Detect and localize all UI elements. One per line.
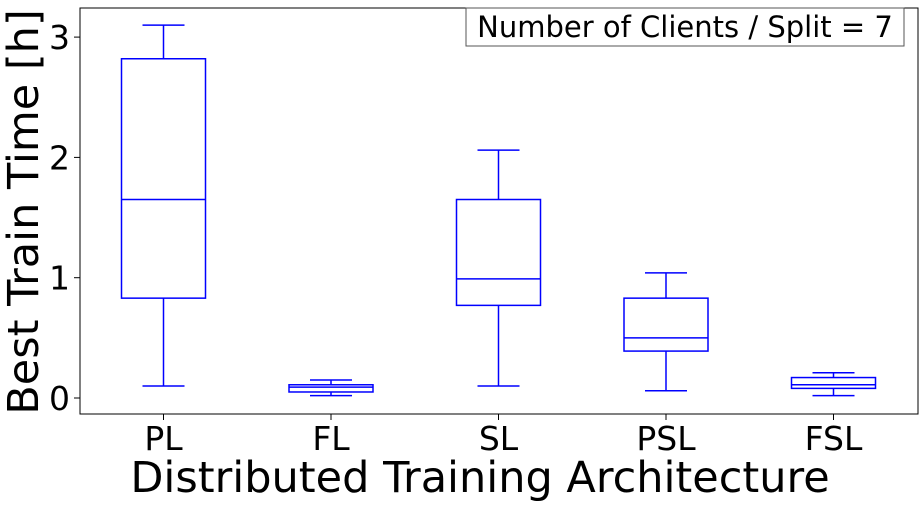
x-tick-label: SL (479, 419, 519, 458)
x-axis-label: Distributed Training Architecture (130, 453, 829, 503)
iqr-box (623, 297, 709, 352)
y-tick-label: 0 (49, 379, 70, 418)
y-tick-label: 1 (49, 259, 70, 298)
annotation-box (465, 7, 905, 47)
iqr-box (790, 376, 877, 390)
annotation-text: Number of Clients / Split = 7 (477, 10, 893, 44)
box-fsl (790, 371, 877, 397)
x-axis: PL FL SL PSL FSL (144, 414, 863, 458)
x-tick-label: FSL (805, 419, 863, 458)
y-tick-label: 3 (49, 18, 70, 57)
box-sl (455, 149, 542, 387)
boxes-layer (120, 24, 877, 397)
box-pl (120, 24, 207, 387)
iqr-box (120, 58, 207, 299)
y-tick-label: 2 (49, 138, 70, 177)
x-tick-label: FL (312, 419, 350, 458)
iqr-box (455, 198, 542, 307)
x-tick-label: PSL (636, 419, 696, 458)
x-tick-label: PL (144, 419, 183, 458)
box-psl (623, 272, 709, 392)
iqr-box (288, 384, 374, 393)
y-axis-label: Best Train Time [h] (0, 9, 49, 414)
y-axis: 0 1 2 3 (49, 18, 80, 418)
box-fl (288, 379, 374, 397)
